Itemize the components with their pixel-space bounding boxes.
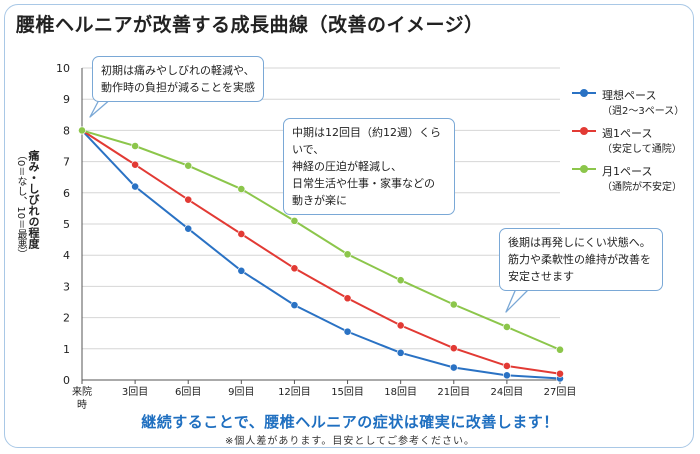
series-1-point-3 [237, 230, 246, 238]
series-0-point-3 [237, 266, 246, 275]
series-line-2 [81, 129, 561, 351]
series-1-point-7 [449, 344, 458, 353]
footnote: ※個人差があります。目安としてご参考ください。 [224, 436, 476, 447]
series-1-point-9 [556, 369, 564, 378]
series-2-point-6 [396, 276, 405, 285]
y-tick-label-6: 6 [63, 187, 70, 200]
legend-marker-ideal [580, 89, 588, 97]
y-tick-label-4: 4 [63, 249, 70, 262]
x-tick-label-8: 24回目 [491, 386, 524, 398]
y-tick-label-1: 1 [63, 343, 70, 356]
series-line-0 [81, 129, 561, 380]
legend-note-ideal: （週2〜3ペース） [602, 106, 685, 117]
callout-late: 後期は再発しにくい状態へ。 筋力や柔軟性の維持が改善を 安定させます [499, 228, 663, 291]
series-2-point-8 [502, 323, 511, 331]
x-tick-label-4: 12回目 [278, 386, 311, 398]
callout-early: 初期は痛みやしびれの軽減や、 動作時の負担が減ることを実感 [92, 56, 264, 102]
series-0-point-5 [343, 327, 352, 336]
series-2-point-0 [78, 126, 86, 135]
legend-label-ideal: 理想ペース [602, 89, 657, 102]
series-2-point-5 [343, 250, 352, 259]
series-1-point-4 [290, 264, 299, 273]
callout-early-line-2: 動作時の負担が減ることを実感 [101, 81, 255, 94]
series-0-point-6 [396, 348, 405, 357]
y-tick-label-7: 7 [63, 156, 70, 169]
y-axis-label-sub: （0＝なし、10＝最悪） [15, 150, 26, 260]
legend-note-monthly: （通院が不安定） [602, 182, 682, 193]
y-axis-label-main: 痛み・しびれの程度 [27, 150, 40, 249]
series-2-point-2 [184, 161, 193, 170]
x-tick-label-1: 3回目 [122, 386, 148, 398]
legend-marker-monthly [580, 165, 588, 173]
x-tick-labels: 来院時 3回目 6回目 9回目 12回目 15回目 18回目 21回目 24回目 27回目 [72, 385, 576, 411]
y-tick-label-0: 0 [63, 374, 70, 387]
x-tick-label-0: 来院 [72, 385, 92, 398]
series-1-point-2 [184, 195, 193, 204]
callout-middle-line-2: 神経の圧迫が軽減し、 [292, 160, 402, 173]
x-tick-label-3: 9回目 [228, 386, 254, 398]
series-1-point-6 [396, 321, 405, 330]
x-tick-label-5: 15回目 [331, 386, 364, 398]
y-tick-label-9: 9 [63, 93, 70, 106]
x-tick-label-6: 18回目 [384, 386, 417, 398]
series-0-point-2 [184, 224, 193, 233]
x-tick-label-0-cont: 時 [77, 399, 87, 411]
callout-early-line-1: 初期は痛みやしびれの軽減や、 [101, 64, 255, 77]
y-tick-label-3: 3 [63, 280, 70, 293]
y-axis-label: 痛み・しびれの程度 （0＝なし、10＝最悪） [14, 150, 40, 259]
series-2-point-4 [290, 216, 299, 225]
callout-middle: 中期は12回目（約12週）くらいで、 神経の圧迫が軽減し、 日常生活や仕事・家事… [283, 118, 455, 215]
x-tick-label-7: 21回目 [437, 386, 470, 398]
series-line-1 [81, 129, 561, 375]
grid [82, 67, 560, 381]
axes [81, 68, 561, 384]
callout-middle-line-3: 日常生活や仕事・家事などの [292, 177, 435, 190]
legend-note-weekly: （安定して通院） [602, 144, 682, 155]
x-tick-label-9: 27回目 [544, 386, 577, 398]
y-tick-labels: 0 1 2 3 4 5 6 7 8 9 10 [56, 62, 70, 387]
series-lines [78, 126, 564, 383]
callout-middle-line-4: 動きが楽に [292, 194, 347, 207]
legend-label-monthly: 月1ペース [602, 165, 653, 178]
y-tick-label-2: 2 [63, 312, 70, 325]
conclusion-message: 継続することで、腰椎ヘルニアの症状は確実に改善します！ [141, 413, 559, 431]
callout-late-line-3: 安定させます [508, 270, 574, 283]
series-2-point-3 [237, 185, 246, 193]
series-1-point-8 [502, 362, 511, 370]
x-tick-label-2: 6回目 [175, 386, 201, 398]
series-1-point-1 [131, 160, 140, 169]
y-tick-label-8: 8 [63, 124, 70, 137]
callout-late-pointer [505, 283, 535, 313]
y-tick-label-5: 5 [63, 218, 70, 231]
series-0-point-7 [449, 363, 458, 372]
callout-late-line-1: 後期は再発しにくい状態へ。 [508, 236, 651, 249]
series-2-point-1 [131, 142, 140, 150]
callout-middle-line-1: 中期は12回目（約12週）くらいで、 [292, 126, 441, 156]
series-0-point-8 [502, 371, 511, 380]
callout-late-line-2: 筋力や柔軟性の維持が改善を [508, 253, 651, 266]
series-2-point-9 [556, 345, 564, 354]
series-0-point-4 [290, 301, 299, 310]
callout-early-pointer [89, 97, 113, 118]
series-2-point-7 [449, 300, 458, 309]
legend-label-weekly: 週1ペース [602, 127, 653, 140]
series-1-point-5 [343, 294, 352, 303]
chart-title: 腰椎ヘルニアが改善する成長曲線（改善のイメージ） [16, 14, 484, 36]
legend-marker-weekly [580, 127, 588, 135]
y-tick-label-10: 10 [56, 62, 70, 75]
series-0-point-1 [131, 182, 140, 191]
